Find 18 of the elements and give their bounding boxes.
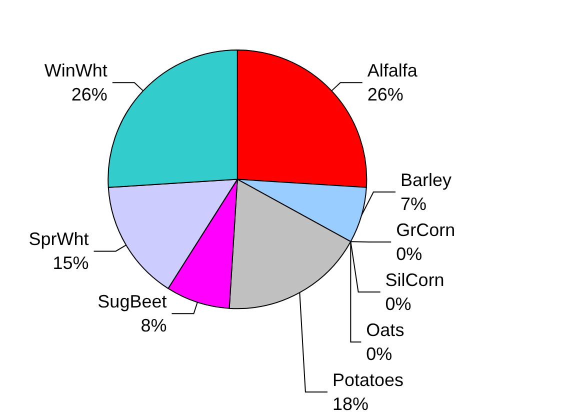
data-label: 18%: [332, 394, 368, 414]
data-label: 26%: [367, 84, 404, 105]
slice-label: Alfalfa: [367, 60, 418, 81]
data-label: 26%: [71, 84, 108, 105]
category-label: SilCorn: [385, 270, 444, 290]
slice-label: Potatoes: [332, 370, 404, 390]
slice-label: WinWht: [44, 60, 108, 81]
category-label: Oats: [366, 320, 404, 340]
text: 0%: [366, 344, 392, 364]
data-label: 15%: [52, 253, 89, 274]
legend-label: GrCorn: [396, 220, 456, 240]
text: 0%: [385, 294, 412, 314]
text: 0%: [396, 244, 422, 264]
data-label: 7%: [400, 194, 426, 214]
data-label: 8%: [140, 316, 167, 336]
slice-label: Barley: [400, 170, 452, 190]
slice-label: SugBeet: [98, 292, 167, 312]
slice-label: SprWht: [28, 229, 89, 250]
